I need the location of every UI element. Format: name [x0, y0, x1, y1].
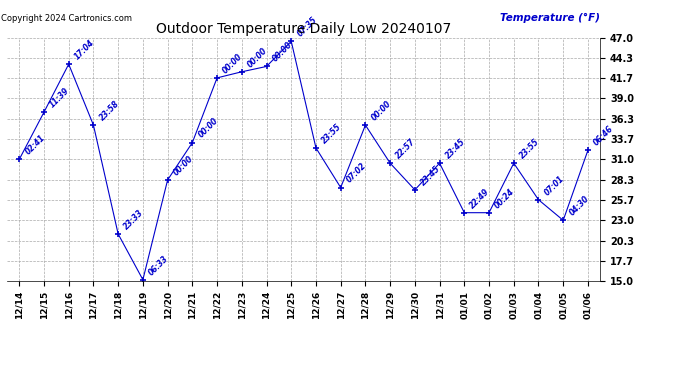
Title: Outdoor Temperature Daily Low 20240107: Outdoor Temperature Daily Low 20240107 — [156, 22, 451, 36]
Text: 07:02: 07:02 — [345, 162, 368, 185]
Text: 22:57: 22:57 — [394, 137, 417, 160]
Text: 02:41: 02:41 — [23, 133, 47, 157]
Text: 07:35: 07:35 — [295, 15, 319, 39]
Text: 00:00: 00:00 — [246, 46, 269, 69]
Text: 11:39: 11:39 — [48, 86, 72, 109]
Text: 07:01: 07:01 — [542, 174, 566, 197]
Text: Temperature (°F): Temperature (°F) — [500, 13, 600, 23]
Text: 06:33: 06:33 — [147, 254, 170, 277]
Text: 23:55: 23:55 — [518, 137, 541, 160]
Text: 04:30: 04:30 — [567, 194, 591, 217]
Text: 22:49: 22:49 — [469, 187, 492, 210]
Text: 06:46: 06:46 — [592, 124, 615, 147]
Text: 00:00: 00:00 — [197, 117, 220, 140]
Text: 23:45: 23:45 — [444, 137, 467, 160]
Text: 23:33: 23:33 — [122, 208, 146, 231]
Text: 23:45: 23:45 — [419, 164, 442, 187]
Text: 23:55: 23:55 — [320, 122, 344, 145]
Text: 00:00: 00:00 — [221, 52, 244, 75]
Text: 00:00: 00:00 — [370, 99, 393, 122]
Text: 00:00: 00:00 — [270, 40, 294, 64]
Text: 00:24: 00:24 — [493, 187, 517, 210]
Text: 23:58: 23:58 — [97, 99, 121, 122]
Text: 00:00: 00:00 — [172, 154, 195, 177]
Text: Copyright 2024 Cartronics.com: Copyright 2024 Cartronics.com — [1, 14, 132, 23]
Text: 17:04: 17:04 — [73, 38, 96, 62]
